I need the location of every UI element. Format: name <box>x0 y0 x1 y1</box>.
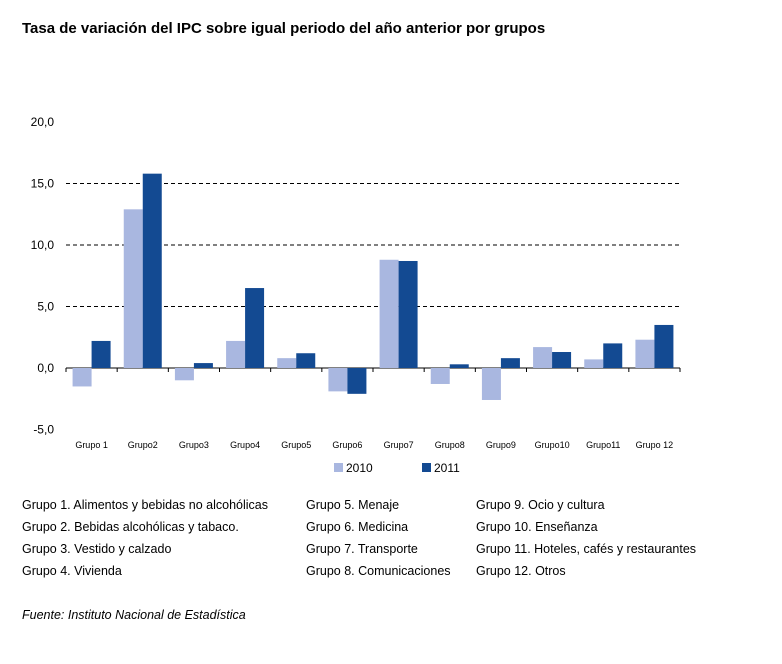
y-tick-label: 20,0 <box>31 115 55 129</box>
legend-label-2011: 2011 <box>434 461 460 475</box>
note-grupo-9: Grupo 9. Ocio y cultura <box>476 498 605 512</box>
bar-2010-2 <box>123 209 143 368</box>
bar-2010-3 <box>174 368 194 381</box>
y-tick-label: 0,0 <box>37 361 54 375</box>
x-tick-label: Grupo11 <box>586 440 620 450</box>
x-tick-label: Grupo3 <box>179 440 209 450</box>
x-tick-label: Grupo 1 <box>75 440 108 450</box>
y-axis-ticks: 20,0 15,0 10,0 5,0 0,0 -5,0 <box>31 115 55 437</box>
note-grupo-10: Grupo 10. Enseñanza <box>476 520 598 534</box>
bar-chart: 20,015,010,05,00,0-5,0 Grupo 1 Grupo2 Grup… <box>31 115 681 475</box>
y-tick-label: 5,0 <box>37 300 54 314</box>
x-axis-labels: Grupo 1 Grupo2 Grupo3 Grupo4 Grupo5 Grupo6 Gru… <box>75 440 673 450</box>
note-grupo-3: Grupo 3. Vestido y calzado <box>22 542 172 556</box>
bar-2011-8 <box>449 364 469 368</box>
bar-2010-11 <box>584 359 604 368</box>
bar-2011-4 <box>245 288 265 368</box>
bar-2010-4 <box>226 340 246 368</box>
note-grupo-5: Grupo 5. Menaje <box>306 498 400 512</box>
x-tick-label: Grupo6 <box>332 440 362 450</box>
y-tick-label: 15,0 <box>31 177 55 191</box>
x-tick-label: Grupo7 <box>384 440 414 450</box>
bars <box>72 173 674 400</box>
bar-2010-10 <box>533 347 553 368</box>
note-grupo-1: Grupo 1. Alimentos y bebidas no alcohóli… <box>22 498 268 512</box>
bar-2011-2 <box>142 173 162 368</box>
bar-2011-3 <box>193 363 213 368</box>
x-tick-label: Grupo 12 <box>636 440 674 450</box>
note-grupo-4: Grupo 4. Vivienda <box>22 564 122 578</box>
y-tick-label: 10,0 <box>31 238 55 252</box>
legend-swatch-2010 <box>334 463 343 472</box>
bar-2011-12 <box>654 324 674 368</box>
note-grupo-7: Grupo 7. Transporte <box>306 542 418 556</box>
bar-2011-9 <box>500 358 520 368</box>
note-grupo-2: Grupo 2. Bebidas alcohólicas y tabaco. <box>22 520 239 534</box>
legend-label-2010: 2010 <box>346 461 373 475</box>
chart-title: Tasa de variación del IPC sobre igual pe… <box>22 20 546 37</box>
x-tick-label: Grupo5 <box>281 440 311 450</box>
bar-2010-8 <box>430 368 450 384</box>
x-tick-label: Grupo2 <box>128 440 158 450</box>
group-notes: Grupo 1. Alimentos y bebidas no alcohóli… <box>22 498 762 598</box>
bar-2010-12 <box>635 339 655 368</box>
bar-2010-7 <box>379 259 399 368</box>
note-grupo-11: Grupo 11. Hoteles, cafés y restaurantes <box>476 542 697 556</box>
bar-2010-1 <box>72 368 92 387</box>
bar-2011-6 <box>347 368 367 394</box>
x-tick-label: Grupo9 <box>486 440 516 450</box>
legend: 2010 2011 <box>334 461 460 475</box>
bar-2011-11 <box>603 343 623 368</box>
bar-2010-9 <box>481 368 501 400</box>
bar-2010-6 <box>328 368 348 392</box>
bar-2011-1 <box>91 340 111 368</box>
x-tick-label: Grupo10 <box>535 440 570 450</box>
note-grupo-12: Grupo 12. Otros <box>476 564 566 578</box>
legend-swatch-2011 <box>422 463 431 472</box>
bar-2011-7 <box>398 260 418 368</box>
y-tick-label: -5,0 <box>33 423 54 437</box>
x-tick-label: Grupo8 <box>435 440 465 450</box>
bar-2011-10 <box>552 352 572 368</box>
x-tick-label: Grupo4 <box>230 440 260 450</box>
gridlines <box>65 183 681 372</box>
bar-2010-5 <box>277 358 297 368</box>
note-grupo-6: Grupo 6. Medicina <box>306 520 409 534</box>
note-grupo-8: Grupo 8. Comunicaciones <box>306 564 451 578</box>
source-note: Fuente: Instituto Nacional de Estadístic… <box>22 608 246 622</box>
bar-2011-5 <box>296 353 316 368</box>
